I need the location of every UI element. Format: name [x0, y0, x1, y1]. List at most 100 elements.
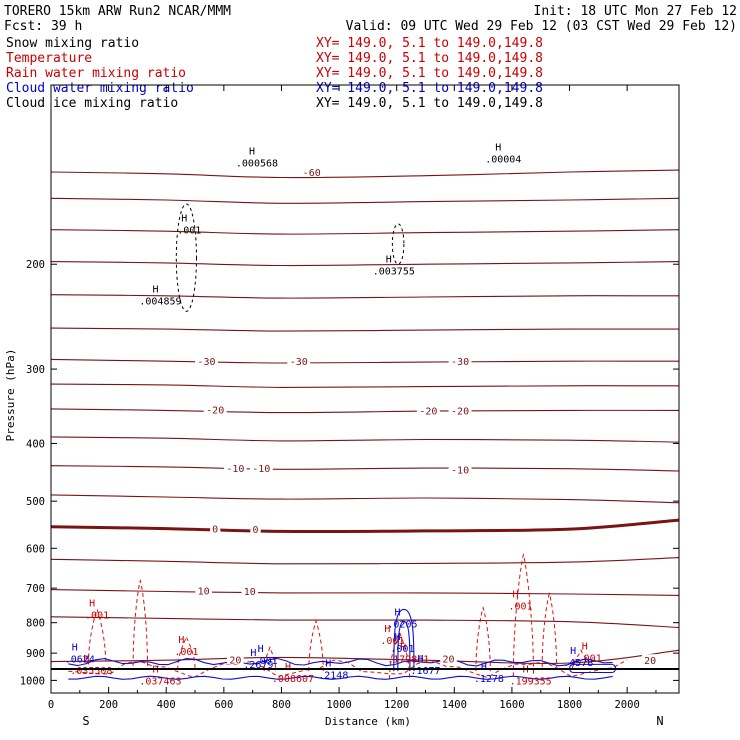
isotherm-15 [51, 616, 679, 629]
isotherm-minus-55 [51, 197, 679, 204]
snow-ice-contours [175, 203, 405, 312]
maximum-marker: H [417, 654, 423, 665]
cloud-water-layer-top [68, 657, 613, 667]
rain-water-tower [87, 607, 107, 665]
x-tick-label: 400 [157, 699, 176, 711]
isotherm-minus-30 [51, 358, 679, 364]
isotherm-minus-25 [51, 383, 679, 388]
x-tick-label: 1800 [557, 699, 582, 711]
field-name-temperature: Temperature [6, 51, 92, 66]
maximum-value-label: .4578 [563, 658, 593, 669]
maximum-marker: H [178, 635, 184, 646]
forecast-hour: Fcst: 39 h [4, 19, 82, 34]
snow-ice-cell [391, 223, 405, 265]
maximum-marker: H [83, 654, 89, 665]
maximum-value-label: .037463 [139, 676, 181, 687]
isotherm-minus-10 [51, 465, 679, 472]
y-tick-label: 400 [26, 438, 45, 450]
field-name-cloud-ice: Cloud ice mixing ratio [6, 96, 178, 111]
maximum-value-label: .1278 [474, 674, 504, 685]
isotherm-label: -30 [198, 357, 216, 368]
isotherm-label: -30 [290, 357, 308, 368]
maximum-marker: H [570, 646, 576, 657]
isotherm-label-bg [227, 653, 244, 665]
maximum-value-label: .004859 [139, 296, 181, 307]
cloud-water-tower [397, 620, 411, 672]
y-tick-label: 200 [26, 259, 45, 271]
isotherm-label-bg [203, 403, 227, 415]
isotherm-minus-50 [51, 229, 679, 235]
x-tick-label: 200 [99, 699, 118, 711]
maximum-marker: H [495, 143, 501, 154]
maximum-value-label: .1677 [410, 666, 440, 677]
maximum-value-label: .003755 [373, 267, 415, 278]
isotherm-label: 10 [244, 587, 256, 598]
y-axis-label: Pressure (hPa) [4, 349, 17, 442]
x-tick-label: 1600 [499, 699, 524, 711]
rain-water-tower [541, 592, 558, 668]
temperature-isotherms [51, 169, 679, 664]
maximum-marker: H [325, 658, 331, 669]
isotherm-label: 20 [644, 656, 656, 667]
isotherm-label-bg [448, 355, 472, 367]
isotherm-label: -60 [303, 168, 321, 179]
cloud-water-layer-bottom [68, 675, 613, 680]
title-left: TORERO 15km ARW Run2 NCAR/MMM [4, 4, 231, 19]
y-tick-label: 700 [26, 583, 45, 595]
rain-water-tower [475, 606, 491, 672]
rain-water-tower [388, 630, 411, 680]
isotherm-label: -10 [226, 464, 244, 475]
maximum-marker: H [250, 648, 256, 659]
isotherm-0 [51, 518, 679, 534]
maximum-marker: H [181, 214, 187, 225]
maximum-marker: H [258, 644, 264, 655]
x-tick-label: 0 [48, 699, 54, 711]
maximum-marker: H [249, 147, 255, 158]
maximum-value-label: .001 [174, 647, 198, 658]
isotherm-label: -10 [252, 464, 270, 475]
maximum-marker: H [513, 589, 519, 600]
isotherm-minus-15 [51, 436, 679, 443]
isotherm-minus-5 [51, 494, 679, 504]
maximum-value-label: .179861 [387, 654, 429, 665]
maximum-marker: H [384, 624, 390, 635]
isotherm-label-bg [641, 654, 659, 666]
rain-water-tower [132, 579, 149, 666]
axes: 0 200 400 600 800 1000 1200 1400 1600 1800 2000200… [20, 85, 679, 711]
rain-water-tower [263, 645, 277, 672]
maximum-marker: H [152, 284, 158, 295]
x-tick-label: 1000 [326, 699, 351, 711]
isotherm-label: 20 [229, 655, 241, 666]
x-tick-label: 2000 [614, 699, 639, 711]
field-xy-temperature: XY= 149.0, 5.1 to 149.0,149.8 [316, 51, 543, 66]
maximum-marker: H [582, 642, 588, 653]
south-end-label: S [82, 714, 89, 728]
y-tick-label: 500 [26, 496, 45, 508]
isotherm-20 [51, 649, 679, 664]
isotherm-label: -20 [419, 406, 437, 417]
isotherm-label-bg [250, 523, 261, 535]
isotherm-label-bg [195, 584, 212, 596]
isotherm-label-bg [416, 404, 440, 416]
isotherm-label: -30 [451, 357, 469, 368]
maximum-value-label: .2148 [318, 670, 348, 681]
isotherm-minus-20 [51, 408, 679, 414]
maximum-value-label: .035508 [70, 666, 112, 677]
isotherm-5 [51, 557, 679, 565]
maximum-value-label: .001 [254, 656, 278, 667]
x-tick-label: 800 [272, 699, 291, 711]
maximum-value-label: .001 [390, 644, 414, 655]
maximum-marker: H [285, 662, 291, 673]
y-tick-label: 300 [26, 364, 45, 376]
plot-frame [50, 84, 680, 694]
x-tick-label: 1200 [384, 699, 409, 711]
maximum-value-label: .001 [509, 601, 533, 612]
y-tick-label: 900 [26, 648, 45, 660]
isotherm-10 [51, 589, 679, 596]
isotherm-label: 20 [443, 654, 455, 665]
maximum-value-label: .008607 [272, 674, 314, 685]
maximum-value-label: .001 [578, 654, 602, 665]
cloud-water-tower [393, 608, 415, 672]
maximum-value-label: .2679 [243, 660, 273, 671]
